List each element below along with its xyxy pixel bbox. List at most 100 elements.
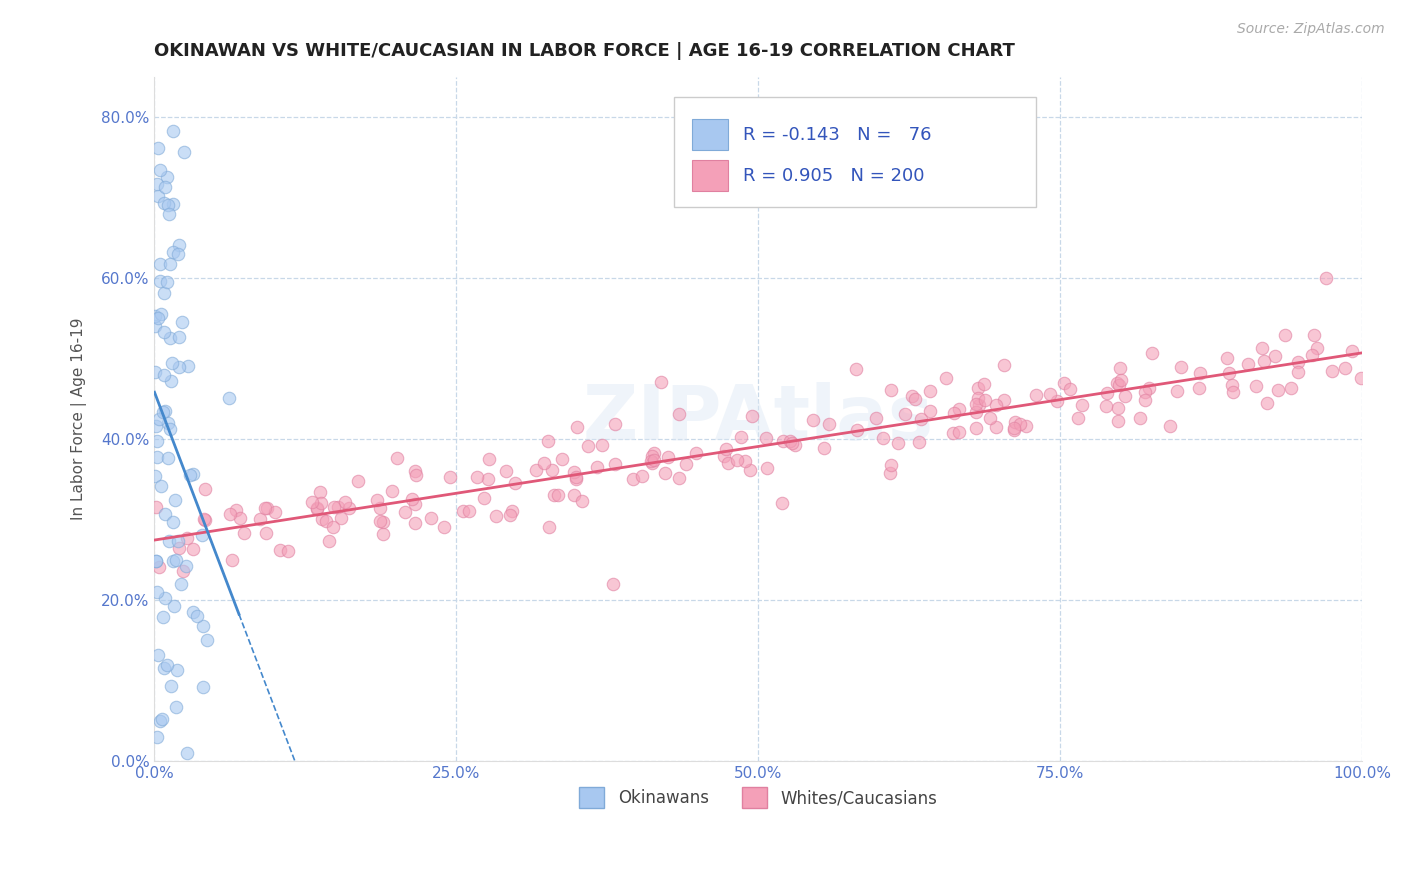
Point	[1306, 341, 1329, 355]
Point	[1253, 353, 1275, 368]
Point	[668, 471, 690, 485]
Point	[1315, 271, 1337, 285]
Point	[1301, 348, 1323, 362]
Point	[472, 491, 495, 505]
Point	[1341, 344, 1364, 359]
Point	[152, 404, 174, 418]
Point	[439, 470, 461, 484]
Point	[1059, 382, 1081, 396]
Point	[772, 434, 794, 449]
Point	[157, 451, 180, 466]
Point	[865, 411, 887, 425]
Point	[163, 599, 186, 613]
Point	[181, 605, 204, 619]
Point	[145, 500, 167, 514]
Point	[165, 700, 187, 714]
Point	[322, 520, 344, 534]
Point	[323, 500, 346, 514]
Point	[155, 591, 177, 606]
Point	[162, 554, 184, 568]
Point	[152, 610, 174, 624]
Point	[605, 417, 627, 432]
Point	[150, 712, 173, 726]
Point	[366, 493, 388, 508]
Point	[170, 577, 193, 591]
Point	[585, 459, 607, 474]
Point	[264, 505, 287, 519]
Point	[269, 542, 291, 557]
Point	[405, 468, 427, 483]
Point	[146, 434, 169, 449]
Point	[156, 170, 179, 185]
Point	[229, 511, 252, 525]
Point	[1071, 398, 1094, 412]
Point	[538, 520, 561, 534]
Y-axis label: In Labor Force | Age 16-19: In Labor Force | Age 16-19	[72, 318, 87, 520]
Point	[602, 577, 624, 591]
Point	[1135, 393, 1157, 408]
Point	[307, 501, 329, 516]
Point	[301, 495, 323, 509]
FancyBboxPatch shape	[692, 161, 728, 191]
Point	[156, 198, 179, 212]
Point	[191, 619, 214, 633]
Point	[149, 257, 172, 271]
Point	[1220, 377, 1243, 392]
Point	[1129, 410, 1152, 425]
Point	[565, 420, 588, 434]
Text: R = -0.143   N =   76: R = -0.143 N = 76	[742, 126, 931, 144]
Text: ZIPAtlas: ZIPAtlas	[582, 382, 934, 456]
Point	[1267, 383, 1289, 397]
Point	[550, 451, 572, 466]
Point	[640, 449, 662, 463]
Point	[433, 520, 456, 534]
Point	[153, 326, 176, 340]
Point	[176, 531, 198, 545]
Point	[755, 431, 778, 445]
Point	[157, 207, 180, 221]
Point	[219, 507, 242, 521]
Point	[153, 404, 176, 418]
Point	[152, 195, 174, 210]
Point	[233, 526, 256, 541]
Point	[756, 461, 779, 475]
Point	[155, 507, 177, 521]
Point	[738, 463, 761, 477]
Point	[907, 434, 929, 449]
Point	[1286, 355, 1309, 369]
Text: Source: ZipAtlas.com: Source: ZipAtlas.com	[1237, 22, 1385, 37]
Point	[1350, 371, 1372, 385]
Point	[654, 467, 676, 481]
Point	[1256, 396, 1278, 410]
Point	[253, 501, 276, 516]
Point	[157, 534, 180, 549]
Point	[143, 318, 166, 333]
Point	[1002, 423, 1025, 437]
Point	[156, 658, 179, 673]
Point	[780, 436, 803, 450]
Point	[630, 469, 652, 483]
Point	[146, 177, 169, 191]
Point	[162, 515, 184, 529]
Point	[221, 552, 243, 566]
Point	[1159, 418, 1181, 433]
Point	[160, 679, 183, 693]
Point	[543, 488, 565, 502]
Point	[801, 413, 824, 427]
Point	[730, 430, 752, 444]
Point	[900, 389, 922, 403]
Point	[1334, 360, 1357, 375]
Point	[547, 488, 569, 502]
Point	[1166, 384, 1188, 398]
Point	[159, 331, 181, 345]
Point	[713, 449, 735, 463]
Point	[485, 508, 508, 523]
Point	[167, 541, 190, 555]
Point	[993, 358, 1015, 372]
Point	[1274, 328, 1296, 343]
Point	[872, 431, 894, 445]
Point	[904, 392, 927, 407]
Point	[948, 401, 970, 416]
Point	[371, 515, 394, 529]
Point	[1039, 386, 1062, 401]
